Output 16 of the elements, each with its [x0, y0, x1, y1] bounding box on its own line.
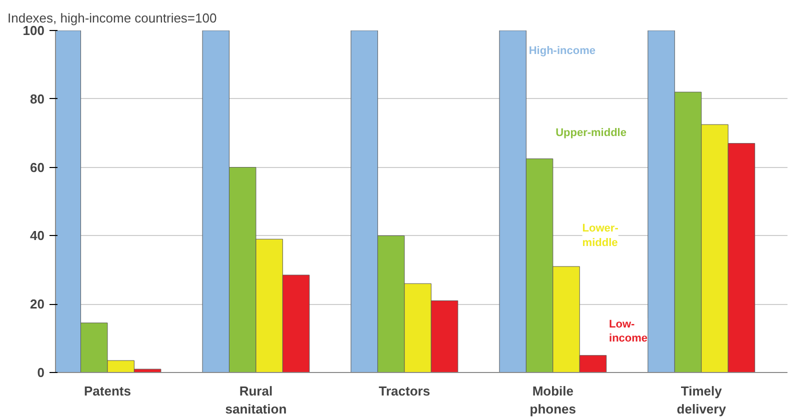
- chart-title: Indexes, high-income countries=100: [8, 10, 217, 26]
- x-tick-label: Tractors: [378, 384, 430, 398]
- series-label: Low-income: [609, 318, 648, 345]
- x-tick-label: Mobile phones: [530, 384, 576, 416]
- x-tick-label: Patents: [84, 384, 131, 398]
- series-label: High-income: [528, 45, 596, 58]
- y-tick-label: 20: [30, 296, 45, 312]
- y-tick-label: 0: [37, 365, 45, 380]
- y-tick-label: 80: [30, 91, 45, 106]
- x-tick-label: Rural sanitation: [225, 384, 287, 416]
- y-tick-label: 40: [30, 228, 45, 244]
- x-tick-label: Timely delivery: [676, 384, 727, 416]
- series-label: Lower-middle: [582, 222, 619, 249]
- y-tick-label: 60: [30, 160, 45, 175]
- y-tick-label: 100: [22, 23, 45, 38]
- series-label: Upper-middle: [556, 127, 626, 140]
